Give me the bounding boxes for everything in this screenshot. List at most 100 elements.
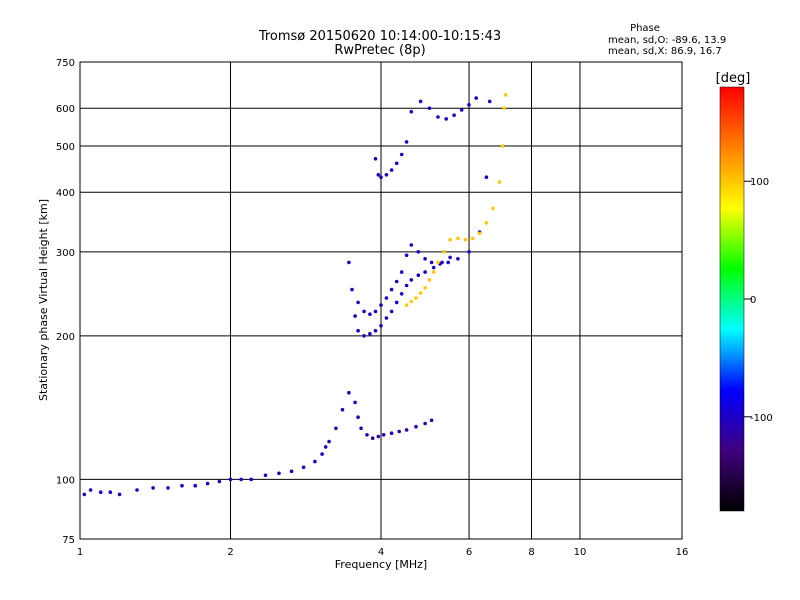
data-point (418, 291, 423, 295)
data-point (394, 279, 399, 284)
data-point (431, 270, 436, 274)
chart-title: Tromsø 20150620 10:14:00-10:15:43 (258, 29, 501, 44)
data-point (135, 488, 139, 492)
data-point (88, 488, 93, 492)
data-point (289, 469, 294, 474)
data-point (389, 309, 394, 314)
data-point (429, 418, 434, 423)
data-point (500, 144, 505, 148)
colorbar (719, 86, 745, 512)
x-tick-label: 2 (227, 547, 233, 558)
y-tick-label: 600 (56, 104, 75, 115)
data-point (356, 300, 360, 305)
y-tick-label: 750 (56, 58, 75, 69)
data-point (151, 486, 155, 490)
data-point (448, 255, 452, 260)
data-point (320, 452, 324, 456)
data-point (404, 428, 409, 432)
data-point (484, 175, 489, 179)
x-tick-label: 6 (466, 547, 472, 558)
data-point (384, 173, 389, 177)
data-point (82, 492, 87, 497)
x-tick-labels: 1 2 4 6 8 10 16 (77, 547, 689, 558)
y-tick-labels: 75 100 200 300 400 500 600 750 (56, 58, 75, 546)
x-tick-label: 8 (528, 547, 534, 558)
data-point (347, 390, 351, 395)
data-point (340, 407, 345, 412)
data-point (313, 459, 317, 464)
data-points (82, 93, 508, 497)
data-point (399, 152, 404, 157)
x-tick-label: 4 (378, 547, 384, 558)
plot-frame (79, 61, 683, 540)
data-point (414, 296, 418, 300)
data-point (381, 433, 386, 437)
data-point (416, 273, 421, 278)
data-point (491, 206, 495, 211)
data-point (429, 260, 434, 265)
data-point (327, 439, 331, 444)
y-tick-label: 300 (56, 248, 75, 259)
data-point (394, 300, 399, 305)
data-point (427, 106, 432, 110)
data-point (368, 312, 372, 317)
data-point (334, 426, 338, 431)
data-point (389, 168, 394, 172)
data-point (487, 99, 492, 104)
data-point (205, 481, 210, 486)
data-point (423, 421, 427, 426)
data-point (376, 173, 381, 177)
data-point (463, 237, 468, 242)
data-point (389, 431, 394, 436)
data-point (368, 332, 372, 336)
data-point (362, 309, 366, 314)
grid-lines (79, 61, 683, 540)
data-point (418, 99, 423, 104)
data-point (467, 103, 471, 107)
y-tick-label: 75 (62, 535, 75, 546)
data-point (277, 471, 281, 476)
data-point (409, 278, 414, 282)
data-point (503, 93, 508, 97)
data-point (384, 296, 389, 300)
data-point (409, 299, 414, 304)
data-point (444, 117, 449, 121)
data-point (373, 328, 378, 333)
data-point (249, 477, 253, 482)
y-axis-label: Stationary phase Virtual Height [km] (37, 199, 50, 401)
data-point (323, 445, 328, 449)
data-point (404, 283, 409, 288)
data-point (404, 140, 409, 144)
data-point (350, 287, 354, 292)
data-point (98, 490, 103, 495)
y-tick-label: 100 (56, 475, 75, 486)
data-point (452, 113, 456, 117)
data-point (365, 433, 369, 437)
data-point (446, 260, 451, 265)
data-point (359, 426, 363, 431)
data-point (409, 109, 414, 114)
data-point (399, 292, 404, 296)
phase-stats-x-mode: mean, sd,X: 86.9, 16.7 (608, 46, 722, 57)
data-point (376, 434, 381, 439)
data-point (193, 483, 197, 488)
data-point (180, 483, 184, 488)
x-tick-label: 16 (676, 547, 689, 558)
chart-subtitle: RwPretec (8p) (334, 43, 425, 58)
data-point (474, 96, 479, 100)
data-point (436, 260, 440, 265)
data-point (416, 250, 421, 254)
data-point (477, 231, 482, 236)
colorbar-tick-label: 0 (750, 295, 756, 306)
data-point (423, 257, 427, 261)
data-point (436, 115, 440, 119)
data-point (431, 265, 436, 270)
data-point (409, 243, 414, 247)
data-point (484, 221, 489, 225)
data-point (373, 157, 378, 161)
data-point (263, 473, 268, 478)
data-point (356, 415, 360, 420)
data-point (497, 180, 502, 184)
data-point (502, 106, 506, 110)
colorbar-label: [deg] (716, 71, 751, 86)
